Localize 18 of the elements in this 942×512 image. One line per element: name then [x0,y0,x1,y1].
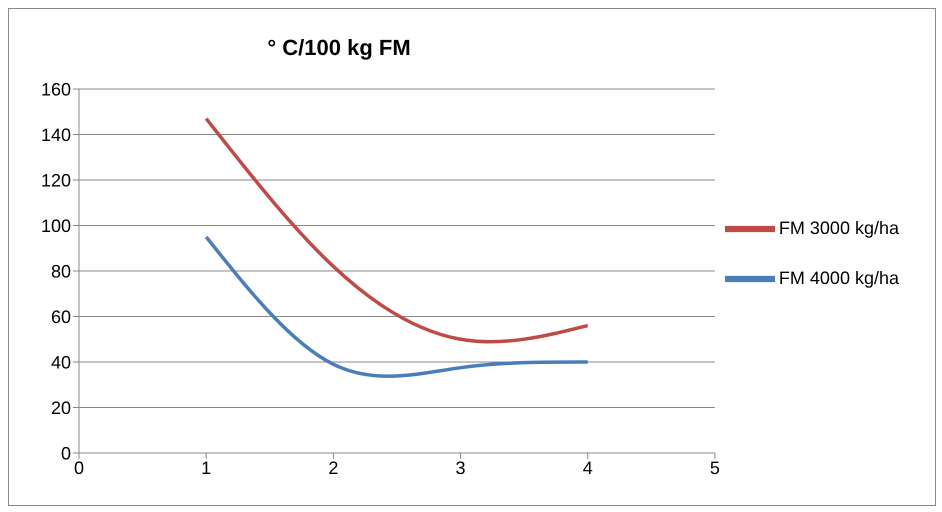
y-tick-label: 100 [40,216,71,236]
y-tick-label: 140 [40,124,71,145]
y-tick-label: 60 [50,306,71,327]
y-tick-label: 20 [50,398,71,418]
x-tick-label: 1 [201,458,212,478]
x-tick-label: 5 [710,458,720,478]
x-tick-label: 2 [328,458,338,478]
x-tick-label: 3 [456,458,466,478]
y-tick-label: 160 [40,79,71,100]
x-tick-label: 0 [74,458,84,478]
x-tick-label: 4 [582,458,593,478]
y-tick-label: 80 [50,261,71,282]
legend-label: FM 4000 kg/ha [778,268,899,288]
chart-title: ° C/100 kg FM [266,35,412,61]
y-tick-label: 120 [40,170,71,190]
legend-label: FM 3000 kg/ha [778,218,899,238]
y-tick-label: 40 [50,352,71,372]
y-tick-label: 0 [60,443,71,464]
